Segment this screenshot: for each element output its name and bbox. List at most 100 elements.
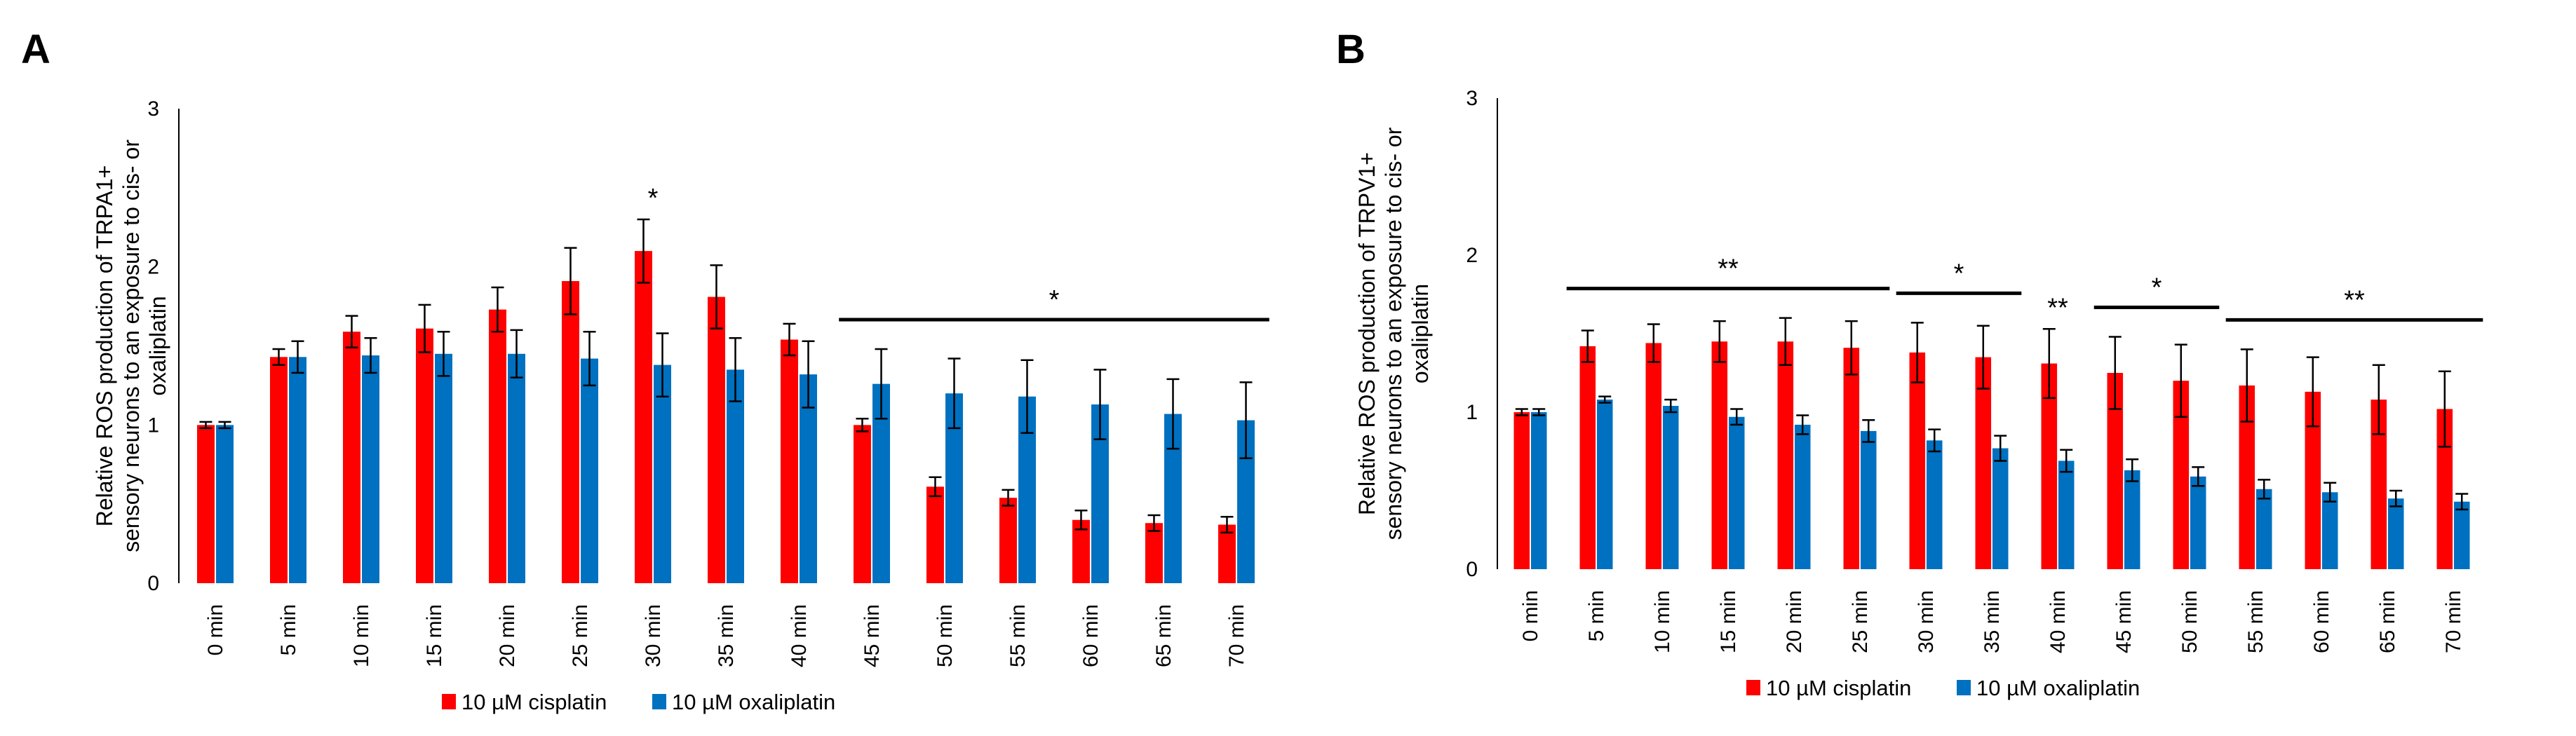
y-tick-label: 1 (1466, 401, 1478, 424)
y-axis-label: Relative ROS production of TRPA1+ (92, 165, 117, 527)
bar-cisplatin (489, 309, 506, 583)
bar-oxaliplatin (435, 353, 452, 583)
y-axis-label: sensory neurons to an exposure to cis- o… (1381, 127, 1406, 540)
bar-cisplatin (2371, 400, 2387, 569)
bar-oxaliplatin (727, 369, 744, 583)
bar-cisplatin (2305, 391, 2321, 569)
x-tick-label: 10 min (350, 604, 373, 667)
bar-cisplatin (1909, 352, 1926, 569)
bar-cisplatin (2436, 409, 2453, 569)
panel-label: B (1336, 27, 1365, 72)
x-tick-label: 50 min (933, 604, 957, 667)
legend-swatch (1957, 680, 1971, 695)
x-tick-label: 5 min (1585, 590, 1608, 641)
bar-oxaliplatin (1662, 406, 1679, 569)
legend-entry: 10 µM cisplatin (1766, 676, 1911, 700)
x-tick-label: 35 min (1981, 590, 2004, 653)
bar-cisplatin (2041, 363, 2058, 569)
bar-cisplatin (2239, 385, 2255, 569)
significance-marker: * (1954, 259, 1964, 288)
bar-oxaliplatin (1530, 412, 1547, 569)
bar-cisplatin (416, 328, 433, 583)
bar-cisplatin (1645, 343, 1662, 569)
bar-cisplatin (781, 339, 798, 583)
x-tick-label: 40 min (788, 604, 811, 667)
bar-cisplatin (2107, 373, 2124, 569)
bar-cisplatin (1579, 346, 1596, 569)
bar-cisplatin (1711, 341, 1728, 569)
x-tick-label: 35 min (715, 604, 738, 667)
x-tick-label: 10 min (1651, 590, 1674, 653)
x-tick-label: 55 min (2244, 590, 2267, 653)
y-axis-label: oxaliplatin (1408, 284, 1433, 383)
x-tick-label: 5 min (277, 604, 300, 655)
y-tick-label: 3 (147, 97, 159, 121)
bar-cisplatin (1145, 523, 1163, 583)
legend-swatch (652, 694, 666, 709)
bar-oxaliplatin (800, 374, 817, 583)
bar-oxaliplatin (1794, 424, 1811, 569)
bar-oxaliplatin (2453, 501, 2470, 569)
bar-oxaliplatin (216, 425, 234, 583)
bar-oxaliplatin (2124, 470, 2140, 569)
y-axis-label: sensory neurons to an exposure to cis- o… (119, 139, 144, 552)
x-tick-label: 70 min (1225, 604, 1248, 667)
bar-oxaliplatin (1860, 430, 1877, 569)
legend-swatch (1746, 680, 1760, 695)
x-tick-label: 15 min (1717, 590, 1740, 653)
bar-cisplatin (270, 357, 288, 583)
y-tick-label: 1 (147, 414, 159, 437)
bar-cisplatin (635, 251, 652, 583)
legend-entry: 10 µM oxaliplatin (672, 690, 835, 714)
bar-oxaliplatin (1728, 416, 1745, 569)
bar-oxaliplatin (362, 355, 379, 583)
y-axis-label: oxaliplatin (145, 296, 170, 395)
x-tick-label: 55 min (1006, 604, 1030, 667)
significance-marker: ** (2344, 285, 2365, 315)
x-tick-label: 20 min (1783, 590, 1806, 653)
bar-oxaliplatin (289, 357, 306, 583)
x-tick-label: 20 min (496, 604, 519, 667)
significance-marker: * (2152, 273, 2162, 302)
bar-oxaliplatin (1926, 440, 1943, 569)
bar-cisplatin (197, 425, 215, 583)
y-axis-label: Relative ROS production of TRPV1+ (1354, 152, 1380, 515)
panel-label: A (21, 27, 50, 72)
bar-oxaliplatin (2387, 498, 2404, 569)
x-tick-label: 15 min (423, 604, 446, 667)
bar-oxaliplatin (581, 358, 598, 583)
bar-oxaliplatin (508, 353, 525, 583)
x-tick-label: 25 min (1849, 590, 1872, 653)
bar-oxaliplatin (2321, 492, 2338, 569)
bar-cisplatin (1072, 519, 1090, 583)
bar-cisplatin (708, 297, 725, 583)
bar-cisplatin (1975, 357, 1992, 569)
x-tick-label: 60 min (1079, 604, 1102, 667)
x-tick-label: 70 min (2442, 590, 2465, 653)
bar-cisplatin (562, 280, 579, 583)
bar-cisplatin (854, 425, 871, 583)
bar-cisplatin (999, 498, 1017, 583)
bar-oxaliplatin (2255, 489, 2272, 569)
significance-marker: ** (1718, 254, 1739, 284)
y-tick-label: 2 (1466, 244, 1478, 267)
x-tick-label: 0 min (204, 604, 227, 655)
bar-oxaliplatin (1992, 448, 2009, 569)
significance-marker: * (1049, 285, 1060, 315)
bar-cisplatin (1843, 348, 1860, 569)
x-tick-label: 30 min (1915, 590, 1938, 653)
significance-marker: * (648, 184, 659, 213)
y-tick-label: 3 (1466, 87, 1478, 110)
x-tick-label: 60 min (2310, 590, 2333, 653)
x-tick-label: 65 min (2376, 590, 2399, 653)
y-tick-label: 2 (147, 256, 159, 279)
x-tick-label: 25 min (569, 604, 592, 667)
bar-oxaliplatin (2058, 461, 2075, 569)
legend-entry: 10 µM oxaliplatin (1976, 676, 2140, 700)
x-tick-label: 40 min (2046, 590, 2070, 653)
chart-panel-a: A 0 1 2 3 Relative ROS production of TRPA1+ se… (21, 27, 1269, 714)
significance-marker: ** (2047, 293, 2068, 322)
bar-oxaliplatin (2190, 476, 2206, 569)
y-tick-label: 0 (1466, 558, 1478, 581)
bar-cisplatin (1513, 412, 1530, 569)
